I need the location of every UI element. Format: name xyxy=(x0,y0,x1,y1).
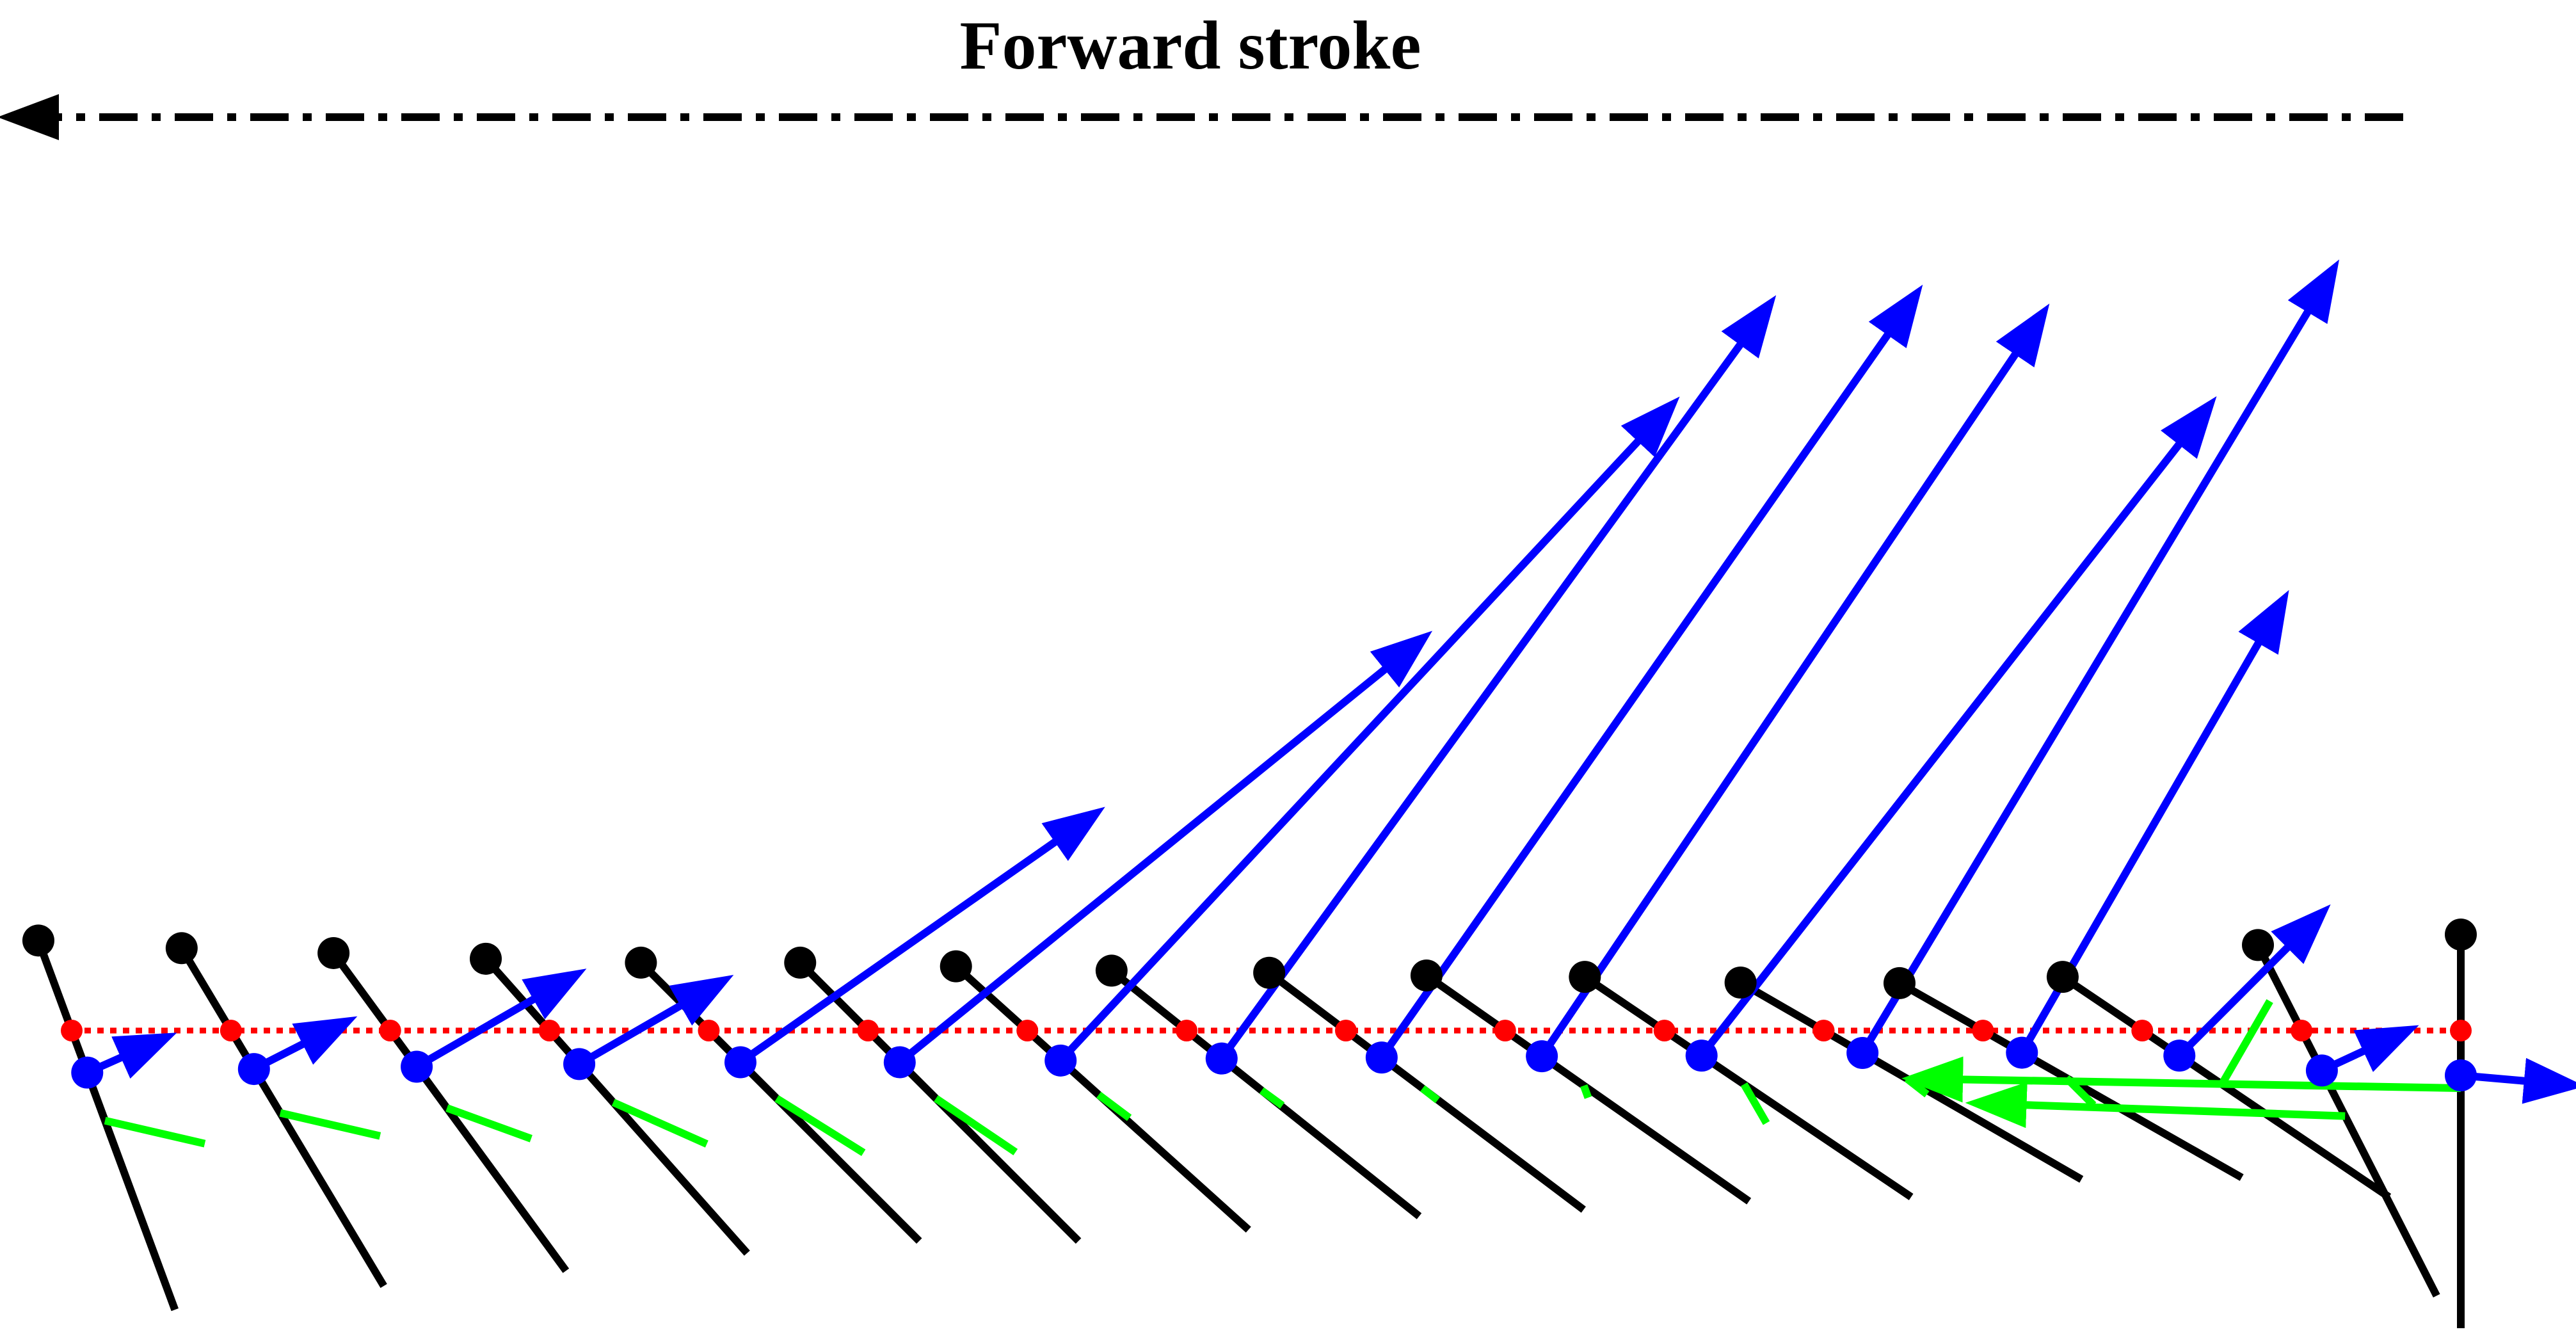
pivot-dot xyxy=(61,1020,83,1041)
force-vector xyxy=(1698,396,2217,1058)
pivot-dot xyxy=(2450,1020,2472,1041)
center-dot xyxy=(1846,1037,1879,1069)
pivot-dot xyxy=(1334,1020,1357,1041)
leading-edge-dot xyxy=(2445,919,2477,951)
leading-edge-dot xyxy=(625,946,657,979)
force-vector xyxy=(1057,396,1680,1063)
wing-section xyxy=(2254,943,2440,1298)
pivot-dot xyxy=(857,1020,879,1041)
center-dot xyxy=(883,1046,916,1079)
center-dot xyxy=(2305,1054,2338,1087)
pivot-dot xyxy=(698,1020,720,1041)
pivot-dot xyxy=(1653,1020,1676,1041)
center-dot xyxy=(2445,1059,2477,1091)
secondary-vector xyxy=(104,1116,206,1148)
force-vector xyxy=(1539,303,2050,1059)
leading-edge-dot xyxy=(1410,959,1443,992)
leading-edge-dot xyxy=(1883,967,1916,999)
secondary-vector xyxy=(1259,1087,1285,1109)
secondary-vector xyxy=(1096,1091,1132,1121)
center-dot xyxy=(2006,1036,2038,1069)
leading-edge-dot xyxy=(22,924,54,957)
pivot-dot xyxy=(1176,1020,1198,1041)
figure-title: Forward stroke xyxy=(959,8,1421,84)
wing-section xyxy=(35,939,179,1312)
pivot-dot xyxy=(1812,1020,1835,1041)
secondary-vector xyxy=(611,1098,708,1148)
pivot-dot xyxy=(2291,1020,2313,1041)
force-vector xyxy=(415,968,587,1070)
leading-edge-dot xyxy=(2046,961,2079,993)
secondary-vector xyxy=(934,1095,1018,1155)
center-dot xyxy=(401,1050,433,1083)
secondary-vector xyxy=(774,1095,866,1156)
center-dot xyxy=(1205,1042,1238,1075)
secondary-vector xyxy=(2218,999,2273,1086)
force-vector xyxy=(897,630,1433,1066)
pivot-dot xyxy=(2131,1020,2154,1041)
center-dot xyxy=(237,1053,270,1086)
leading-edge-dot xyxy=(470,942,502,975)
center-dot xyxy=(1044,1044,1077,1077)
leading-edge-dot xyxy=(940,950,972,983)
center-dot xyxy=(1526,1040,1558,1073)
center-dot xyxy=(724,1046,756,1079)
center-dot xyxy=(1365,1041,1398,1074)
pivot-dot xyxy=(1494,1020,1516,1041)
center-dot xyxy=(1685,1040,1718,1072)
force-vector xyxy=(577,975,734,1068)
secondary-vector xyxy=(1965,1082,2346,1128)
force-vector xyxy=(1859,259,2340,1056)
leading-edge-dot xyxy=(2242,929,2275,961)
leading-edge-dot xyxy=(1095,954,1128,987)
pivot-dot xyxy=(220,1020,242,1041)
secondary-vector xyxy=(1901,1056,2461,1103)
pivot-dot xyxy=(379,1020,401,1041)
pivot-dot xyxy=(1972,1020,1994,1041)
secondary-vector xyxy=(1420,1085,1441,1104)
center-dot xyxy=(71,1056,104,1089)
leading-edge-dot xyxy=(1724,967,1757,999)
secondary-vector xyxy=(445,1104,532,1143)
center-dot xyxy=(2163,1040,2196,1072)
pivot-dot xyxy=(1016,1020,1039,1041)
force-vector xyxy=(1218,295,1777,1061)
force-vector xyxy=(1378,284,1923,1060)
secondary-vector xyxy=(1740,1082,1770,1125)
leading-edge-dot xyxy=(784,946,817,979)
leading-edge-dot xyxy=(1569,961,1601,993)
pivot-dot xyxy=(538,1020,561,1041)
secondary-vector xyxy=(279,1109,381,1140)
force-vector xyxy=(2177,904,2331,1059)
force-vector xyxy=(738,807,1105,1066)
secondary-vector xyxy=(1580,1084,1592,1099)
center-dot xyxy=(563,1048,596,1080)
leading-edge-dot xyxy=(1253,956,1286,989)
leading-edge-dot xyxy=(165,932,198,965)
leading-edge-dot xyxy=(317,936,350,969)
